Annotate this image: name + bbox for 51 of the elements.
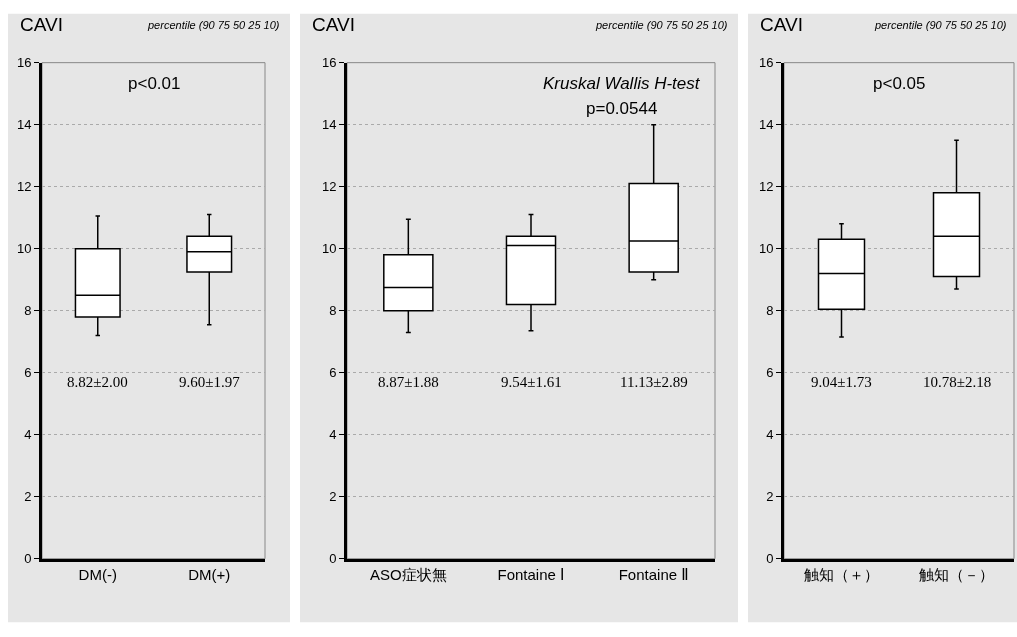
annotation: 8.87±1.88 [378,374,439,390]
y-tick-label: 10 [758,241,774,257]
y-tick-label: 4 [24,427,32,443]
y-tick-label: 2 [766,489,774,505]
y-tick-label: 4 [766,427,774,443]
y-tick-label: 0 [24,551,32,567]
y-tick-label: 6 [766,365,774,381]
chart-subtitle: percentile (90 75 50 25 10) [595,19,728,31]
chart-subtitle: percentile (90 75 50 25 10) [147,19,280,31]
y-tick-label: 6 [329,365,337,381]
x-tick-label: Fontaine Ⅱ [618,565,689,583]
annotation: 9.04±1.73 [811,374,872,390]
y-tick-label: 10 [321,241,337,257]
y-tick-label: 16 [321,55,337,71]
y-tick-label: 0 [329,551,337,567]
x-tick-label: Fontaine Ⅰ [497,565,565,583]
annotation: p<0.01 [128,74,181,93]
y-tick-label: 16 [758,55,774,71]
y-tick-label: 0 [766,551,774,567]
y-tick-label: 8 [24,303,32,319]
annotation: 8.82±2.00 [67,374,128,390]
y-tick-label: 14 [16,117,32,133]
y-tick-label: 12 [16,179,32,195]
y-tick-label: 2 [24,489,32,505]
y-tick-label: 6 [24,365,32,381]
y-tick-label: 12 [321,179,337,195]
y-axis-title: CAVI [312,14,355,35]
annotation: 11.13±2.89 [620,374,688,390]
annotation: p=0.0544 [586,99,658,118]
x-tick-label: ASO症状無 [369,565,447,583]
x-tick-label: DM(-) [78,565,117,583]
y-axis-title: CAVI [20,14,63,35]
y-tick-label: 12 [758,179,774,195]
y-axis-title: CAVI [760,14,803,35]
annotation: 10.78±2.18 [923,374,992,390]
y-tick-label: 8 [766,303,774,319]
y-tick-label: 16 [16,55,32,71]
y-tick-label: 14 [321,117,337,133]
y-tick-label: 4 [329,427,337,443]
annotation: 9.54±1.61 [501,374,562,390]
y-tick-label: 10 [16,241,32,257]
annotation: Kruskal Wallis H-test [543,74,701,93]
y-tick-label: 14 [758,117,774,133]
annotation: 9.60±1.97 [179,374,241,390]
y-tick-label: 8 [329,303,337,319]
y-tick-label: 2 [329,489,337,505]
chart-subtitle: percentile (90 75 50 25 10) [874,19,1007,31]
x-tick-label: DM(+) [188,565,231,583]
x-tick-label: 触知（－） [919,565,994,583]
x-tick-label: 触知（＋） [804,565,879,583]
annotation: p<0.05 [873,74,926,93]
